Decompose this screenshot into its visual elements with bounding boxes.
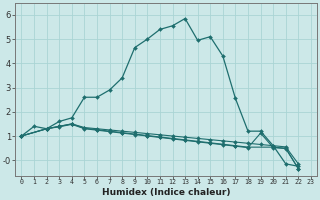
X-axis label: Humidex (Indice chaleur): Humidex (Indice chaleur) [102, 188, 230, 197]
